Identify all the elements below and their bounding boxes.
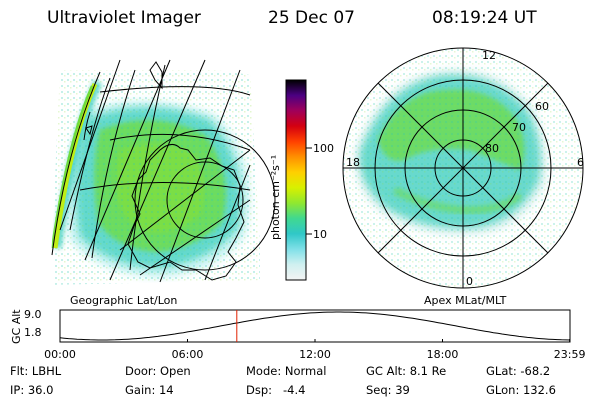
colorbar-scale [285, 79, 307, 281]
altitude-plot-frame [59, 309, 571, 343]
header-title: Ultraviolet Imager [47, 8, 201, 28]
apex-mlt-label-12: 12 [482, 49, 496, 62]
colorbar-tick-label-100: 100 [313, 142, 334, 155]
altitude-strip: GC Alt 9.0 1.8 00:00 06:00 12:00 18:00 23:59 [10, 308, 585, 361]
colorbar: 100 10 photon cm⁻²s⁻¹ [269, 79, 334, 281]
altitude-x-ticks: 00:00 06:00 12:00 18:00 23:59 [44, 339, 585, 361]
info-mode: Mode: Normal [246, 364, 326, 378]
apex-panel-caption: Apex MLat/MLT [424, 294, 507, 307]
info-gain: Gain: 14 [125, 383, 174, 397]
apex-mlt-label-18: 18 [346, 156, 360, 169]
info-filter: Flt: LBHL [10, 364, 62, 378]
apex-lat-label-60: 60 [535, 100, 549, 113]
geographic-map-panel: Geographic Lat/Lon [50, 59, 276, 307]
apex-polar-grid [342, 47, 584, 289]
info-seq: Seq: 39 [366, 383, 410, 397]
altitude-y-tick-label-1-8: 1.8 [24, 326, 42, 339]
info-ip: IP: 36.0 [10, 383, 53, 397]
geo-coastline [127, 144, 245, 281]
altitude-x-tick-label: 00:00 [44, 348, 76, 361]
info-door: Door: Open [125, 364, 191, 378]
apex-lat-label-70: 70 [512, 121, 526, 134]
header-time: 08:19:24 UT [432, 8, 537, 28]
altitude-x-tick-label: 12:00 [299, 348, 331, 361]
apex-mlt-label-6: 6 [577, 156, 584, 169]
header-date: 25 Dec 07 [268, 8, 355, 28]
colorbar-unit-label: photon cm⁻²s⁻¹ [269, 155, 282, 240]
altitude-x-tick-label: 18:00 [427, 348, 459, 361]
altitude-x-tick-label: 23:59 [554, 348, 586, 361]
status-info: Flt: LBHL Door: Open Mode: Normal GC Alt… [10, 364, 556, 397]
altitude-curve [59, 311, 571, 341]
apex-polar-panel: 12 18 6 0 60 70 80 Apex MLat/MLT [342, 47, 584, 307]
altitude-y-tick-label-9: 9.0 [24, 308, 42, 321]
geo-graticule [59, 59, 276, 283]
altitude-x-tick-label: 06:00 [172, 348, 204, 361]
info-dsp: Dsp: -4.4 [246, 383, 305, 397]
info-gc-alt: GC Alt: 8.1 Re [366, 364, 446, 378]
info-glat: GLat: -68.2 [486, 364, 550, 378]
info-glon: GLon: 132.6 [486, 383, 556, 397]
apex-mlt-label-0: 0 [466, 275, 473, 288]
geo-coastline-south-america [149, 61, 163, 90]
apex-lat-label-80: 80 [485, 142, 499, 155]
geo-panel-caption: Geographic Lat/Lon [70, 294, 177, 307]
altitude-axis-label: GC Alt [10, 309, 23, 344]
colorbar-tick-label-10: 10 [313, 228, 327, 241]
